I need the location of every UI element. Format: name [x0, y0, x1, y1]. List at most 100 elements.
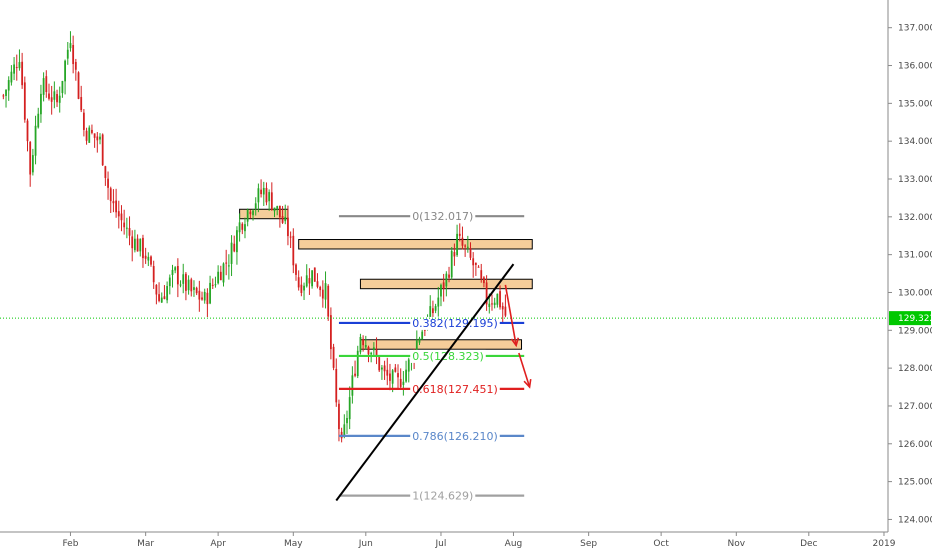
candle: [354, 360, 356, 378]
candle: [45, 70, 48, 98]
candle: [504, 294, 507, 318]
candle: [461, 226, 464, 250]
candle: [289, 231, 292, 249]
candle: [295, 263, 297, 281]
candle: [335, 358, 338, 407]
candle: [217, 265, 220, 285]
candle: [464, 244, 467, 257]
forecast-arrow: [504, 284, 520, 348]
candle: [456, 224, 458, 257]
candle: [370, 351, 373, 363]
fib-level: 1(124.629): [338, 489, 525, 503]
time-tick-label: Apr: [210, 539, 226, 549]
candle: [136, 234, 139, 252]
fib-level: 0.786(126.210): [338, 429, 525, 443]
candle: [362, 335, 365, 352]
candle: [402, 371, 405, 396]
candle: [276, 205, 279, 216]
candle: [399, 368, 402, 389]
candle: [429, 295, 432, 321]
candle: [56, 89, 58, 107]
candle: [42, 72, 45, 102]
price-tick-label: 134.000: [898, 137, 932, 147]
candle: [458, 223, 461, 242]
candle: [125, 217, 128, 239]
candle: [321, 280, 324, 308]
time-tick-label: Aug: [505, 539, 523, 549]
candle: [281, 205, 284, 224]
candle: [134, 229, 136, 253]
price-tick-label: 136.000: [898, 62, 932, 72]
candle: [496, 293, 499, 308]
candle: [13, 57, 15, 81]
candle: [139, 238, 142, 257]
candle: [394, 364, 397, 373]
candle: [305, 264, 308, 288]
candle: [128, 216, 131, 246]
fib-label: 0(132.017): [412, 210, 473, 223]
price-tick-label: 132.000: [898, 213, 932, 223]
candle: [123, 209, 126, 235]
time-tick-label: Nov: [728, 539, 746, 549]
candle: [21, 52, 24, 89]
candle: [453, 243, 456, 266]
candle: [93, 133, 96, 148]
candle: [37, 107, 40, 129]
candle: [23, 76, 26, 123]
time-axis[interactable]: Feb Mar Apr May Jun Jul Aug Sep Oct Nov Dec 2019: [62, 532, 896, 549]
candle: [88, 125, 91, 143]
candle: [499, 285, 501, 310]
price-axis[interactable]: 137.000 136.000 135.000 134.000 133.000 132.0…: [0, 0, 932, 533]
candle: [40, 84, 42, 123]
candle: [61, 80, 64, 98]
candle: [107, 171, 109, 200]
candle: [287, 205, 289, 246]
candle: [485, 275, 488, 311]
candle: [405, 360, 407, 383]
candle: [383, 360, 386, 380]
time-tick-label: Mar: [137, 539, 154, 549]
candle: [99, 133, 101, 145]
candle: [241, 222, 244, 235]
candle: [442, 273, 445, 302]
candle: [227, 254, 230, 280]
candle: [53, 81, 56, 109]
candle: [66, 42, 69, 65]
candle: [327, 284, 330, 321]
candle: [18, 49, 21, 71]
fib-label: 0.618(127.451): [412, 383, 498, 396]
candle: [29, 140, 32, 187]
candle: [91, 124, 93, 135]
candle: [303, 282, 305, 300]
candle: [246, 208, 249, 227]
drawings: [0, 263, 888, 502]
candle: [168, 274, 171, 295]
candle: [225, 249, 228, 276]
candle: [372, 342, 375, 357]
candle: [48, 83, 50, 101]
candle: [160, 292, 163, 303]
candle: [346, 410, 348, 434]
candle: [268, 189, 271, 211]
time-tick-label: May: [284, 539, 303, 549]
candle: [190, 277, 193, 297]
candle: [252, 209, 254, 221]
candle: [254, 197, 257, 216]
candle: [230, 235, 233, 277]
candle: [109, 186, 112, 214]
candle: [450, 247, 453, 280]
time-tick-label: Feb: [62, 539, 78, 549]
candle: [381, 364, 383, 380]
candle: [80, 85, 83, 113]
candle: [193, 280, 195, 297]
candle: [147, 252, 150, 267]
candle: [311, 270, 313, 289]
candle: [493, 297, 496, 309]
price-tick-label: 133.000: [898, 175, 932, 185]
candle: [332, 343, 335, 371]
candle: [236, 226, 238, 265]
fibonacci-levels: 0(132.017) 0.382(129.195) 0.5(128.323) 0.61…: [338, 210, 525, 503]
resistance-zone: [298, 239, 533, 250]
